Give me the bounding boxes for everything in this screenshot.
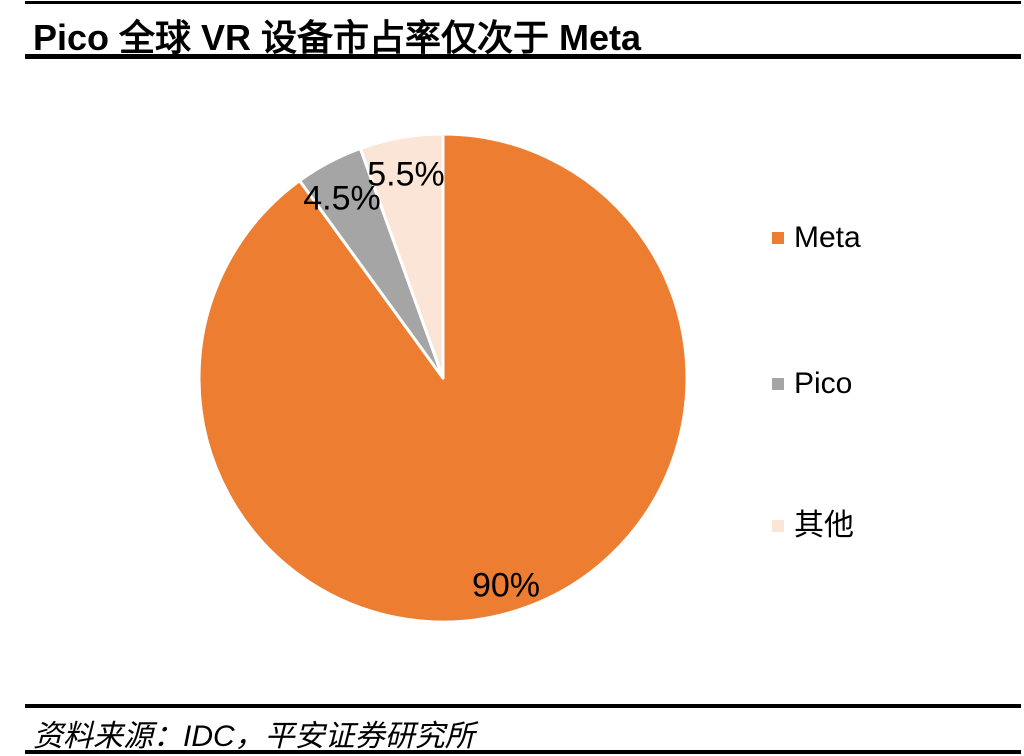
title-underline xyxy=(25,54,1021,59)
slice-label-other: 5.5% xyxy=(367,155,445,194)
page-title: Pico 全球 VR 设备市占率仅次于 Meta xyxy=(33,17,642,58)
legend-label-meta: Meta xyxy=(794,221,861,254)
slice-label-meta: 90% xyxy=(471,566,541,605)
legend-item-meta: Meta xyxy=(772,223,861,253)
legend-label-pico: Pico xyxy=(794,367,853,400)
footer-rule-top xyxy=(25,704,1021,708)
legend-swatch-meta-icon xyxy=(772,232,784,244)
legend-swatch-pico-icon xyxy=(772,378,784,390)
pie-slice-其他 xyxy=(358,132,445,380)
source-note: 资料来源：IDC，平安证券研究所 xyxy=(33,720,475,753)
legend-swatch-other-icon xyxy=(772,520,784,532)
legend-label-other: 其他 xyxy=(794,509,854,542)
legend-item-pico: Pico xyxy=(772,369,852,399)
top-rule xyxy=(25,1,1021,4)
legend-item-other: 其他 xyxy=(772,511,854,541)
slice-label-pico: 4.5% xyxy=(303,179,381,218)
footer-rule-bottom xyxy=(25,750,1021,754)
